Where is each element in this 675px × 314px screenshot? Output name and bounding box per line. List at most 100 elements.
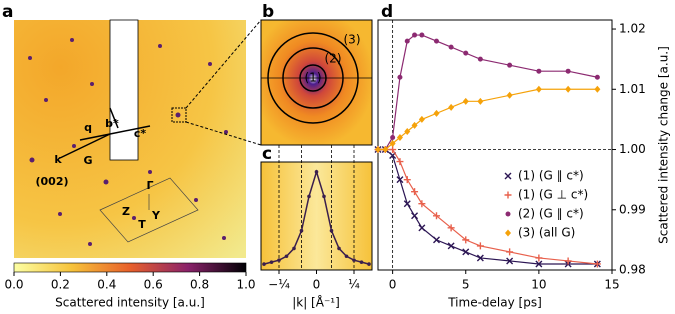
annotation: c* <box>134 127 147 140</box>
profile-point <box>284 254 289 259</box>
annotation: k <box>54 153 62 166</box>
series-line <box>378 88 598 151</box>
marker <box>447 224 455 232</box>
marker <box>390 134 396 140</box>
legend-marker <box>505 229 511 237</box>
x-tick-label: −¼ <box>268 278 290 292</box>
marker <box>565 85 572 93</box>
marker <box>535 260 543 268</box>
y-tick-label: 1.01 <box>619 82 646 96</box>
marker <box>593 260 601 268</box>
marker <box>418 115 425 123</box>
marker <box>448 103 455 111</box>
colorbar <box>13 262 247 273</box>
x-axis-label: Time-delay [ps] <box>447 296 542 310</box>
panel-c: c −¼ 0 ¼ |k| [Å⁻¹] <box>260 144 373 310</box>
annotation: Z <box>122 205 130 218</box>
marker <box>389 146 397 154</box>
marker <box>403 176 411 184</box>
bragg-peaks <box>28 38 228 246</box>
marker <box>506 248 514 256</box>
panel-d: d 0 5 10 150.98 0.99 1.00 1.01 1.02 Time-delay [p… <box>374 2 671 310</box>
marker <box>382 146 389 154</box>
x-tick-label: ¼ <box>348 278 360 292</box>
panel-b: b (1)(2)(3) <box>260 2 373 146</box>
marker <box>462 248 470 256</box>
marker <box>412 32 418 38</box>
marker <box>476 254 484 262</box>
y-tick-label: 0.98 <box>619 263 646 277</box>
marker <box>396 133 403 141</box>
marker <box>433 212 440 220</box>
marker <box>411 121 418 129</box>
annotation: Y <box>151 209 161 222</box>
marker <box>418 200 426 208</box>
brillouin-zone <box>99 177 199 243</box>
marker <box>396 158 404 166</box>
profile-point <box>299 228 304 233</box>
colorbar-label: Scattered intensity [a.u.] <box>55 296 205 310</box>
zoom-image <box>260 19 373 146</box>
colorbar-tick-label: 0.4 <box>97 278 116 292</box>
x-tick-label: 0 <box>389 278 397 292</box>
profile-point <box>314 170 319 174</box>
marker <box>419 32 425 38</box>
zoom-box <box>171 107 187 123</box>
colorbar-tick-label: 0.6 <box>144 278 163 292</box>
marker <box>564 257 572 265</box>
marker <box>477 97 484 105</box>
series-line <box>378 34 598 151</box>
marker <box>448 44 454 50</box>
marker <box>404 127 411 135</box>
legend-label: (3) (all G) <box>518 226 575 240</box>
marker <box>397 74 403 80</box>
legend-label: (1) (G ⊥ c*) <box>518 188 588 202</box>
y-tick-label: 0.99 <box>619 202 646 216</box>
marker <box>404 38 410 44</box>
marker <box>536 68 542 74</box>
legend-label: (2) (G ∥ c*) <box>518 207 584 221</box>
x-tick-label: 5 <box>462 278 470 292</box>
marker <box>462 97 469 105</box>
profile-point <box>337 246 341 251</box>
marker <box>462 236 470 244</box>
marker <box>389 139 396 147</box>
marker <box>433 236 440 244</box>
marker <box>375 146 381 154</box>
annotation: q <box>84 121 92 134</box>
colorbar-tick-label: 1.0 <box>236 278 255 292</box>
profile-point <box>344 254 349 259</box>
profile-point <box>262 262 266 266</box>
marker <box>434 38 439 44</box>
y-tick-label: 1.02 <box>619 22 646 36</box>
colorbar-tick-label: 0.2 <box>51 278 70 292</box>
vectors <box>59 107 151 159</box>
zoom-line <box>185 121 262 146</box>
y-axis-label: Scattered intensity change [a.u.] <box>657 46 671 244</box>
marker <box>477 56 483 62</box>
x-tick-label: 10 <box>531 278 546 292</box>
x-tick-label: 15 <box>604 278 619 292</box>
profile-point <box>322 194 326 199</box>
legend-marker <box>504 191 512 199</box>
marker <box>447 242 455 250</box>
marker <box>506 91 513 99</box>
profile-point <box>329 228 334 233</box>
marker <box>463 50 469 56</box>
panel-a: a b* c* q k G (002) Γ ZTY 0.0 0.2 0.4 0.6 0.8 1.0 Scatt… <box>2 2 262 310</box>
marker <box>433 109 440 117</box>
y-tick-label: 1.00 <box>619 142 646 156</box>
panel-label: b <box>262 2 274 22</box>
x-axis-label: |k| [Å⁻¹] <box>292 295 340 310</box>
zoom-line <box>185 19 262 109</box>
colorbar-tick-label: 0.0 <box>4 278 23 292</box>
x-tick-label: 0 <box>313 278 321 292</box>
marker <box>403 200 411 208</box>
profile-point <box>352 258 356 262</box>
legend-label: (1) (G ∥ c*) <box>518 169 584 183</box>
profile-point <box>307 194 311 199</box>
profile-point <box>277 258 281 262</box>
ring-label: (3) <box>344 33 361 47</box>
marker <box>535 254 543 262</box>
